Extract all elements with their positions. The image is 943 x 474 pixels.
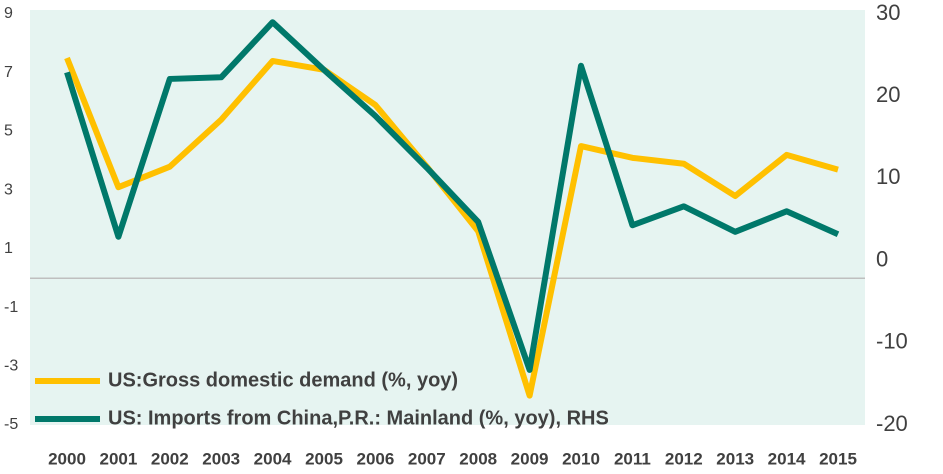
y2-tick-label: -20 bbox=[876, 411, 908, 436]
x-tick-label: 2002 bbox=[151, 449, 189, 468]
x-tick-label: 2006 bbox=[356, 449, 394, 468]
x-tick-label: 2007 bbox=[408, 449, 446, 468]
y-tick-label: 5 bbox=[4, 123, 13, 140]
x-tick-label: 2014 bbox=[768, 449, 806, 468]
x-tick-label: 2012 bbox=[665, 449, 703, 468]
x-tick-label: 2011 bbox=[614, 449, 651, 468]
x-tick-label: 2001 bbox=[99, 449, 137, 468]
legend-label: US:Gross domestic demand (%, yoy) bbox=[108, 369, 458, 391]
y-tick-label: -1 bbox=[4, 299, 18, 316]
x-tick-label: 2010 bbox=[562, 449, 600, 468]
x-tick-label: 2000 bbox=[48, 449, 86, 468]
y-tick-label: 3 bbox=[4, 181, 13, 198]
y-tick-label: -3 bbox=[4, 358, 18, 375]
x-tick-label: 2015 bbox=[819, 449, 857, 468]
y-tick-label: 9 bbox=[4, 5, 13, 22]
plot-background bbox=[30, 10, 865, 425]
y-tick-label: 7 bbox=[4, 64, 13, 81]
x-tick-label: 2009 bbox=[511, 449, 549, 468]
series-line bbox=[64, 19, 840, 373]
x-tick-label: 2003 bbox=[202, 449, 240, 468]
y2-tick-label: 0 bbox=[876, 246, 888, 271]
y-tick-label: 1 bbox=[4, 240, 13, 257]
y2-tick-label: -10 bbox=[876, 329, 908, 354]
x-tick-label: 2013 bbox=[716, 449, 754, 468]
y2-tick-label: 30 bbox=[876, 0, 900, 25]
legend-label: US: Imports from China,P.R.: Mainland (%… bbox=[108, 407, 609, 429]
x-tick-label: 2004 bbox=[254, 449, 292, 468]
x-tick-label: 2008 bbox=[459, 449, 497, 468]
y2-tick-label: 20 bbox=[876, 82, 900, 107]
y-tick-label: -5 bbox=[4, 416, 18, 433]
y2-tick-label: 10 bbox=[876, 164, 900, 189]
x-tick-label: 2005 bbox=[305, 449, 343, 468]
